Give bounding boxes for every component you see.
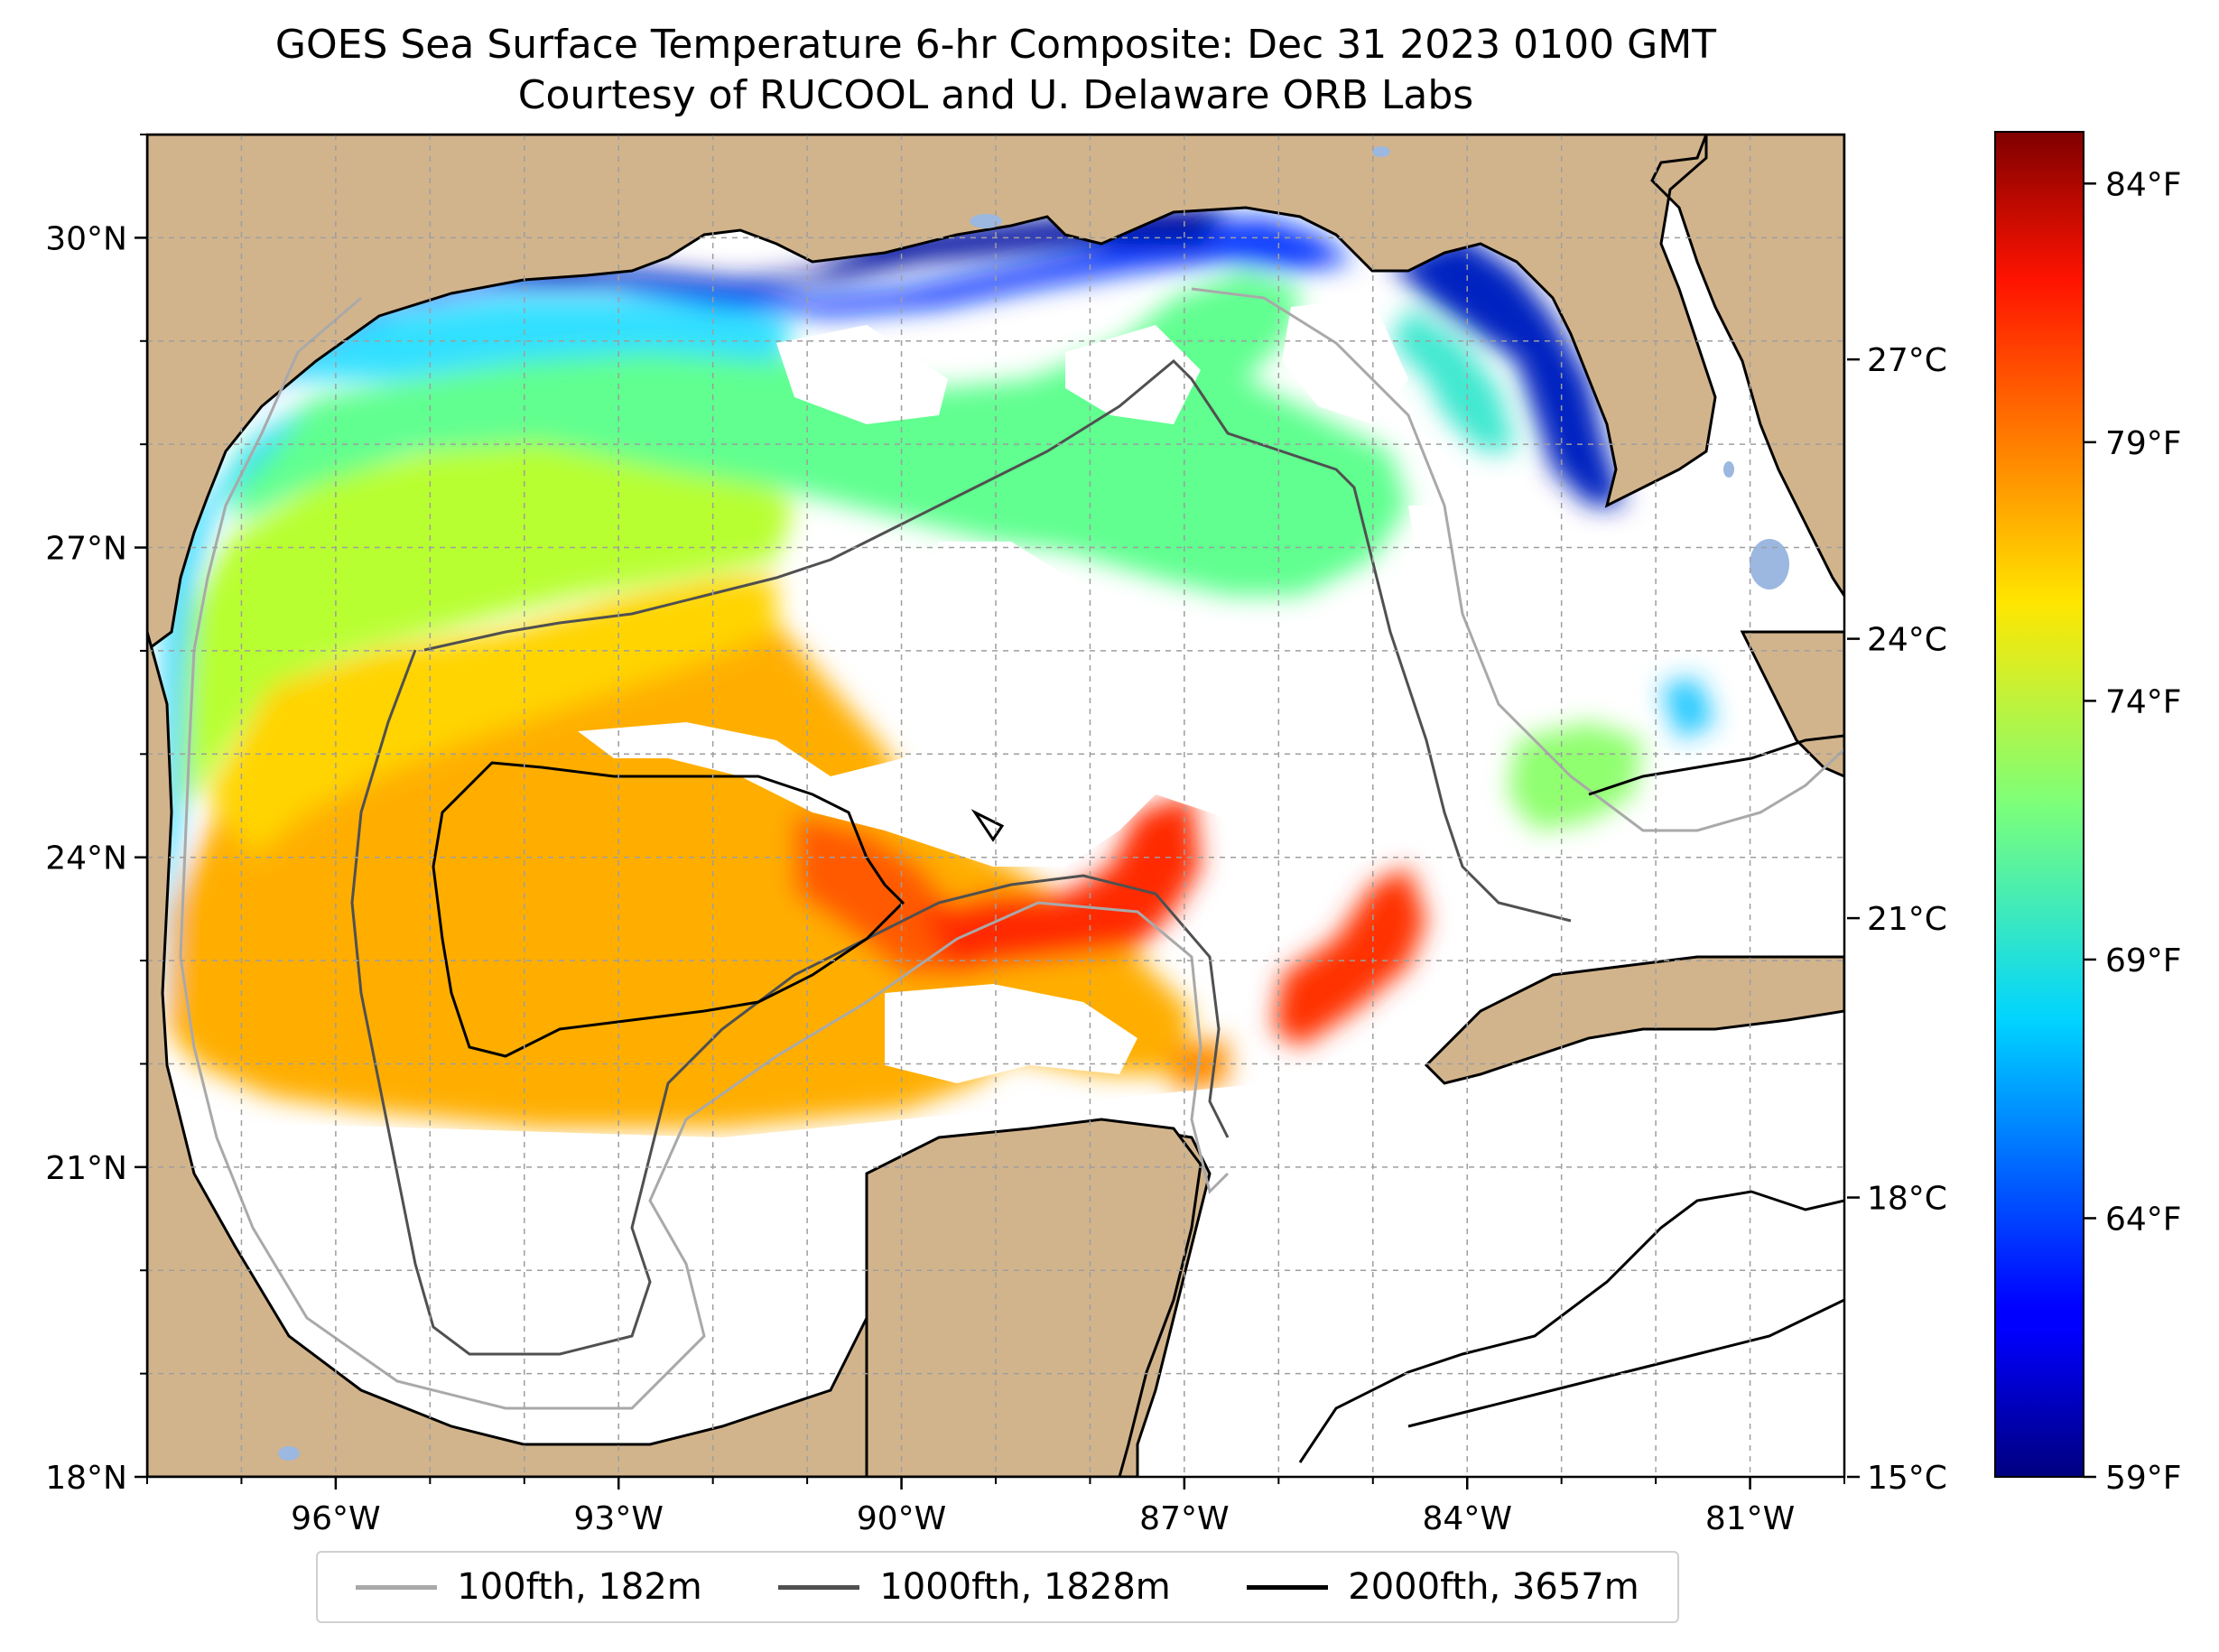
colorbar-c-label: 15°C: [1867, 1460, 1947, 1497]
colorbar-f-label: 79°F: [2105, 425, 2182, 462]
lat-tick-label: 24°N: [45, 840, 127, 877]
colorbar-f-label: 64°F: [2105, 1201, 2182, 1238]
bathymetry-legend: 100fth, 182m 1000fth, 1828m 2000fth, 365…: [316, 1551, 1679, 1623]
colorbar-f-label: 74°F: [2105, 683, 2182, 720]
colorbar-c-label: 27°C: [1867, 342, 1947, 379]
lake-small-2: [1372, 146, 1390, 157]
lat-tick-label: 18°N: [45, 1460, 127, 1497]
colorbar-c-label: 18°C: [1867, 1181, 1947, 1218]
legend-item-2000fth: 2000fth, 3657m: [1247, 1566, 1639, 1608]
colorbar-f-label: 84°F: [2105, 166, 2182, 203]
lon-tick-label: 93°W: [574, 1500, 664, 1537]
sst-map-figure: 18°N 21°N 24°N 27°N 30°N 96°W 93°W 90°W 87°W 84°W…: [0, 0, 2219, 1652]
legend-swatch-1000fth: [778, 1585, 859, 1590]
legend-swatch-100fth: [356, 1585, 437, 1590]
lake-small-3: [278, 1446, 300, 1461]
legend-swatch-2000fth: [1247, 1585, 1328, 1590]
colorbar-f-label: 59°F: [2105, 1460, 2182, 1497]
legend-label-2000fth: 2000fth, 3657m: [1348, 1566, 1639, 1608]
lon-tick-label: 87°W: [1139, 1500, 1229, 1537]
legend-label-100fth: 100fth, 182m: [457, 1566, 702, 1608]
lat-tick-label: 21°N: [45, 1150, 127, 1187]
colorbar-f-label: 69°F: [2105, 942, 2182, 979]
lon-tick-label: 96°W: [291, 1500, 380, 1537]
lon-tick-label: 84°W: [1423, 1500, 1512, 1537]
lake-pontchartrain: [970, 214, 1002, 228]
lon-tick-label: 81°W: [1705, 1500, 1795, 1537]
lake-small-1: [1723, 461, 1734, 478]
lat-tick-label: 30°N: [45, 220, 127, 257]
legend-item-100fth: 100fth, 182m: [356, 1566, 702, 1608]
lat-tick-label: 27°N: [45, 531, 127, 568]
legend-label-1000fth: 1000fth, 1828m: [879, 1566, 1170, 1608]
lake-okeechobee: [1750, 539, 1789, 589]
colorbar-c-label: 24°C: [1867, 622, 1947, 659]
legend-item-1000fth: 1000fth, 1828m: [778, 1566, 1170, 1608]
colorbar-c-label: 21°C: [1867, 901, 1947, 938]
colorbar-gradient: [1995, 132, 2084, 1477]
colorbar: 59°F 64°F 69°F 74°F 79°F 84°F 15°C 18°C 21°C 24°C…: [1847, 132, 2182, 1497]
lon-tick-label: 90°W: [857, 1500, 946, 1537]
